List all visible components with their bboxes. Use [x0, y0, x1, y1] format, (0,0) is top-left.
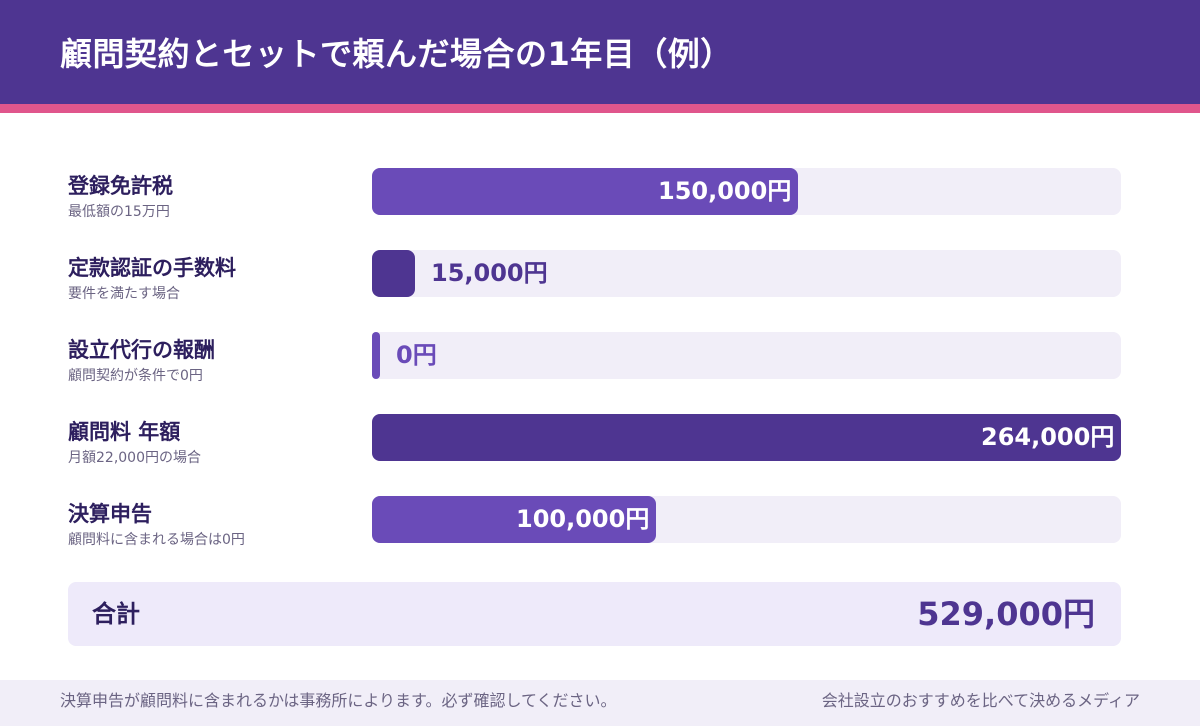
bar-label: 設立代行の報酬	[68, 338, 215, 362]
bar-row: 設立代行の報酬顧問契約が条件で0円 0円	[0, 332, 1200, 384]
total-value: 529,000円	[917, 595, 1095, 633]
bar-track: 150,000円	[372, 168, 1121, 215]
bar	[372, 496, 656, 543]
bar-note: 顧問料に含まれる場合は0円	[68, 532, 245, 548]
header-accent-stripe	[0, 104, 1200, 113]
total-row: 合計 529,000円	[68, 582, 1121, 646]
bar-track: 0円	[372, 332, 1121, 379]
page-title: 顧問契約とセットで頼んだ場合の1年目（例）	[60, 35, 733, 73]
bar-label: 顧問料 年額	[68, 420, 181, 444]
bar	[372, 414, 1121, 461]
bar	[372, 168, 798, 215]
footer-brand: 会社設立のおすすめを比べて決めるメディア	[821, 691, 1140, 710]
bar-row: 登録免許税最低額の15万円 150,000円	[0, 168, 1200, 220]
total-label: 合計	[92, 600, 140, 628]
bar-row: 定款認証の手数料要件を満たす場合 15,000円	[0, 250, 1200, 302]
bar	[372, 250, 415, 297]
bar-label: 決算申告	[68, 502, 152, 526]
bar-row: 決算申告顧問料に含まれる場合は0円 100,000円	[0, 496, 1200, 548]
bar-track: 100,000円	[372, 496, 1121, 543]
bar-value-label: 264,000円	[981, 423, 1115, 451]
bar-track: 264,000円	[372, 414, 1121, 461]
footer-note: 決算申告が顧問料に含まれるかは事務所によります。必ず確認してください。	[60, 691, 617, 710]
bar-label: 登録免許税	[68, 174, 173, 198]
bar-label: 定款認証の手数料	[68, 256, 236, 280]
bar-value-label: 100,000円	[516, 505, 650, 533]
bar-value-label: 15,000円	[431, 259, 548, 287]
bar-note: 要件を満たす場合	[68, 286, 180, 302]
footer: 決算申告が顧問料に含まれるかは事務所によります。必ず確認してください。 会社設立…	[0, 680, 1200, 726]
bar-note: 月額22,000円の場合	[68, 450, 201, 466]
header-banner	[0, 0, 1200, 104]
bar-value-label: 0円	[396, 341, 437, 369]
bar-row: 顧問料 年額月額22,000円の場合 264,000円	[0, 414, 1200, 466]
bar-note: 顧問契約が条件で0円	[68, 368, 203, 384]
bar-track: 15,000円	[372, 250, 1121, 297]
bar	[372, 332, 380, 379]
bar-note: 最低額の15万円	[68, 204, 170, 220]
bar-value-label: 150,000円	[658, 177, 792, 205]
